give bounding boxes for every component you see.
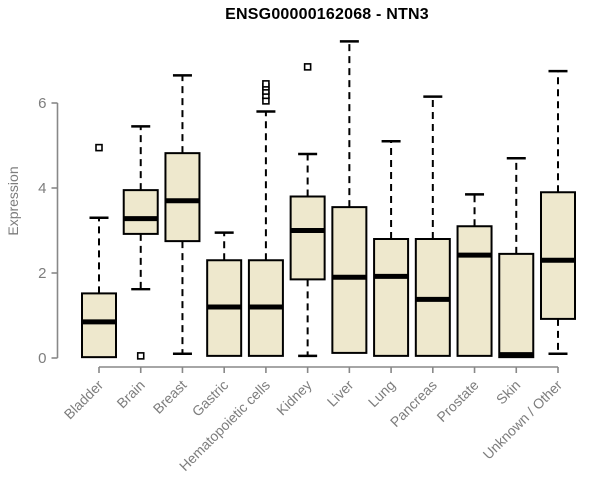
x-tick-label: Kidney — [273, 377, 315, 419]
x-tick-label: Brain — [113, 377, 147, 411]
y-tick-label: 6 — [38, 95, 46, 112]
x-tick-label: Skin — [493, 377, 524, 408]
box-Brain — [122, 189, 159, 235]
box-Kidney — [289, 195, 326, 281]
outlier-point — [262, 80, 270, 88]
x-tick-label: Unknown / Other — [480, 377, 566, 463]
y-tick-label: 4 — [38, 180, 46, 197]
outlier-point — [95, 143, 103, 152]
y-tick-label: 2 — [38, 265, 46, 282]
box-Lung — [373, 238, 410, 357]
box-Prostate — [456, 225, 493, 357]
chart-title: ENSG00000162068 - NTN3 — [225, 6, 429, 23]
box-Skin — [498, 252, 535, 359]
box-Breast — [164, 152, 201, 243]
outlier-point — [136, 352, 145, 360]
box-Liver — [331, 206, 368, 354]
box-Bladder — [81, 292, 117, 359]
y-tick-label: 0 — [38, 350, 46, 367]
outlier-point — [303, 63, 312, 71]
x-tick-label: Liver — [324, 377, 357, 410]
x-tick-label: Prostate — [433, 377, 481, 425]
x-tick-label: Breast — [150, 377, 190, 417]
x-tick-label: Lung — [365, 377, 398, 410]
box-Unknown / Other — [539, 191, 576, 320]
x-tick-label: Bladder — [61, 377, 107, 423]
